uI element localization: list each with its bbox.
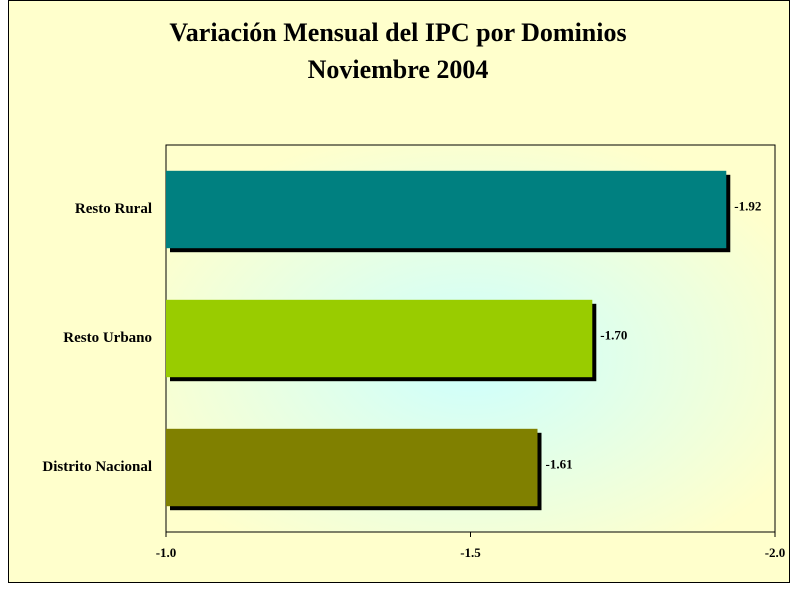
chart-subtitle: Noviembre 2004 [308,55,489,84]
data-label: -1.70 [600,327,627,342]
x-tick-label: -2.0 [765,545,786,560]
chart-title: Variación Mensual del IPC por Dominios [169,18,626,47]
bar [166,170,727,249]
y-tick-label: Distrito Nacional [42,459,152,475]
bar [166,299,593,378]
y-tick-label: Resto Rural [75,201,152,217]
x-tick-label: -1.5 [460,545,481,560]
y-tick-label: Resto Urbano [63,330,152,346]
data-label: -1.61 [545,456,572,471]
x-tick-label: -1.0 [156,545,177,560]
bar [166,428,538,507]
data-label: -1.92 [734,198,761,213]
